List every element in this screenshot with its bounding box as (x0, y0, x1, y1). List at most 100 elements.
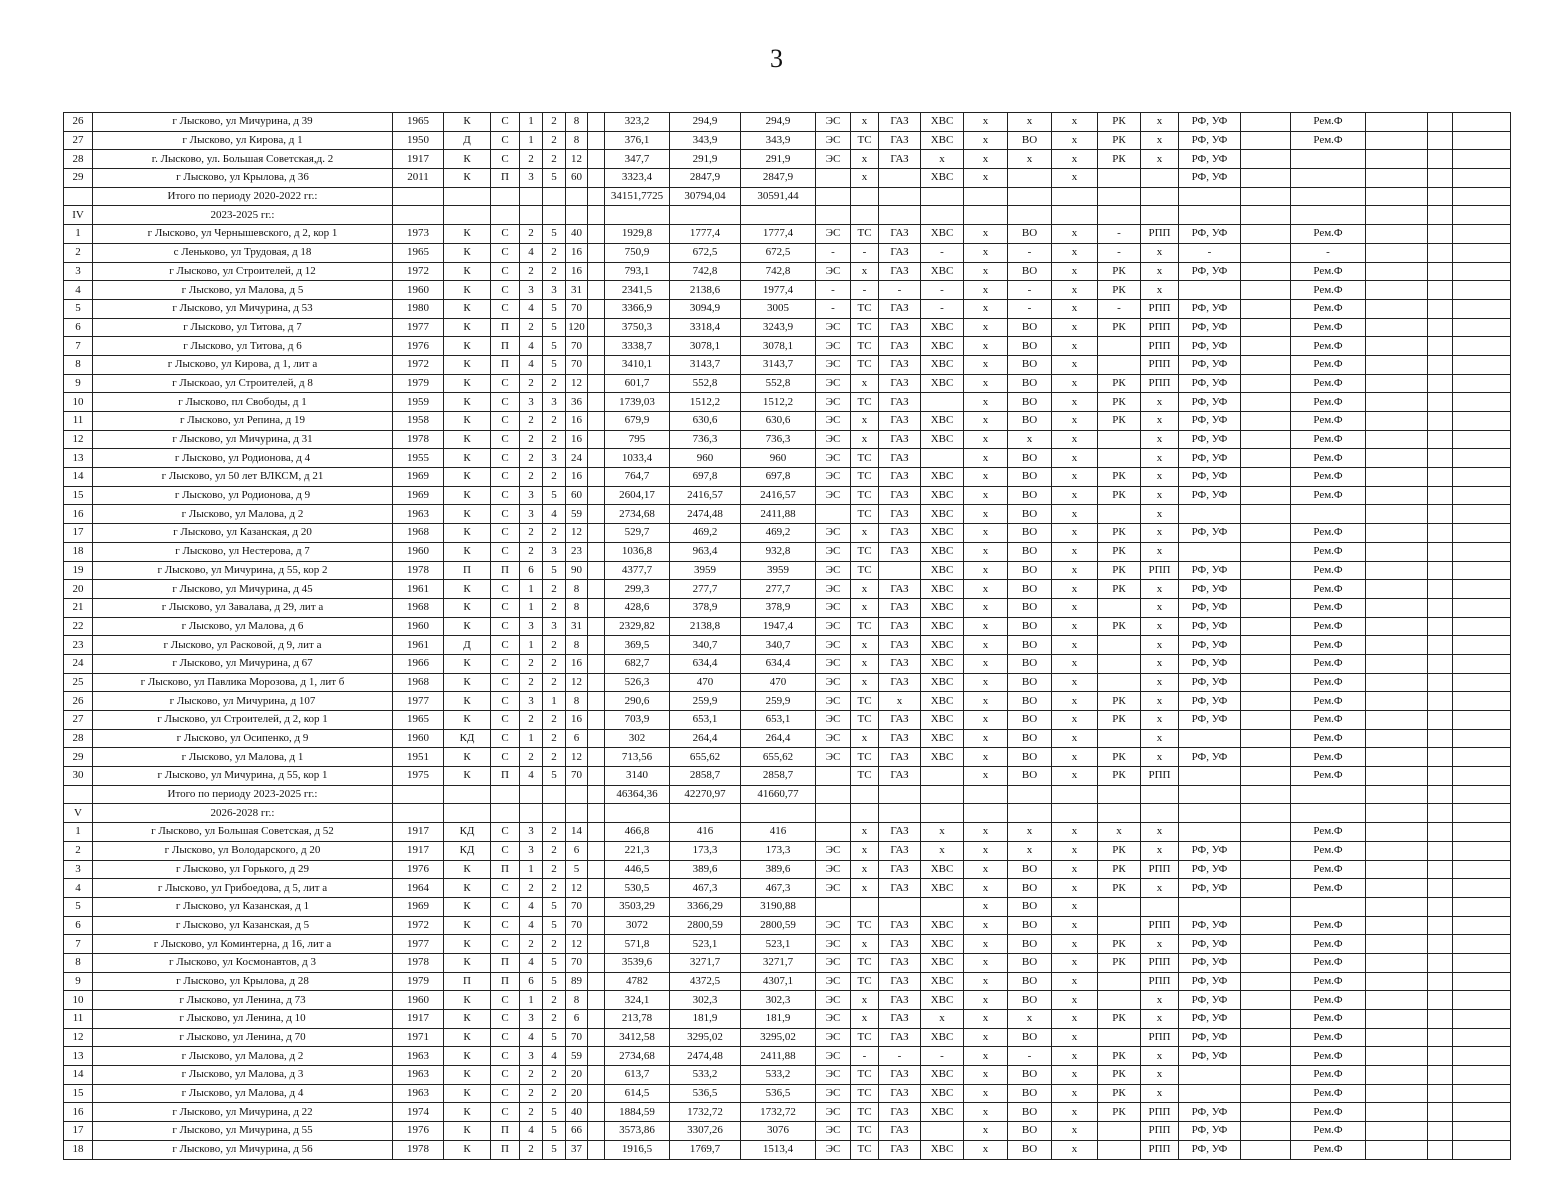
blank-cell (1452, 411, 1511, 431)
col-x2-cell: х (1051, 672, 1098, 693)
wall-type-cell: С (490, 1046, 520, 1067)
floors-cell: 2 (519, 653, 543, 674)
address-cell: г Лысково, ул Мичурина, д 39 (92, 112, 393, 132)
hvs-cell: ХВС (920, 1065, 964, 1085)
rpp-cell: х (1140, 840, 1179, 861)
wall-type-cell: С (490, 896, 520, 917)
col-x1-cell: х (963, 840, 1008, 861)
rf-uf-cell: РФ, УФ (1178, 1027, 1241, 1048)
blank-cell (587, 280, 605, 300)
rf-uf-cell: РФ, УФ (1178, 934, 1241, 954)
rpp-cell: РПП (1140, 1027, 1179, 1048)
es-cell: ЭС (815, 579, 851, 599)
total-area-cell: 299,3 (604, 579, 670, 599)
living-area-cell: 3078,1 (669, 336, 741, 356)
hvs-cell (920, 1121, 964, 1141)
entrances-cell (542, 803, 566, 824)
rk-cell (1097, 504, 1141, 525)
gaz-cell: ГАЗ (878, 1065, 921, 1085)
floors-cell: 2 (519, 710, 543, 730)
wall-type-cell: С (490, 298, 520, 319)
apartments-cell: 8 (565, 990, 588, 1010)
hvs-cell (920, 392, 964, 412)
rpp-cell: х (1140, 822, 1179, 842)
rem-f-cell (1290, 504, 1366, 525)
col-x2-cell: х (1051, 448, 1098, 469)
residential-area-cell: 291,9 (740, 149, 816, 170)
rk-cell: х (1097, 822, 1141, 842)
es-cell: ЭС (815, 1009, 851, 1029)
es-cell: ЭС (815, 373, 851, 394)
table-row: 18 г Лысково, ул Мичурина, д 56 1978 К П 2 5 37… (63, 1139, 1511, 1160)
table-row: 28 г Лысково, ул Осипенко, д 9 1960 КД С 1 2 6 3… (63, 728, 1511, 749)
rpp-cell: РПП (1140, 1102, 1179, 1123)
blank-cell (1452, 205, 1511, 226)
col-x1-cell: х (963, 635, 1008, 655)
hvs-cell (920, 448, 964, 469)
material-cell: К (443, 1065, 491, 1085)
col-x1-cell: х (963, 653, 1008, 674)
row-number-cell: 27 (63, 710, 93, 730)
col-x2-cell: х (1051, 467, 1098, 487)
row-number-cell: 11 (63, 1009, 93, 1029)
floors-cell: 4 (519, 242, 543, 263)
wall-type-cell: С (490, 485, 520, 506)
blank-cell (1427, 915, 1453, 936)
entrances-cell: 5 (542, 317, 566, 338)
entrances-cell: 2 (542, 149, 566, 170)
floors-cell: 3 (519, 504, 543, 525)
blank-cell (587, 896, 605, 917)
total-area-cell: 3338,7 (604, 336, 670, 356)
blank-cell (1240, 541, 1291, 562)
material-cell: К (443, 149, 491, 170)
blank-cell (1240, 691, 1291, 711)
apartments-cell: 20 (565, 1083, 588, 1104)
col-x2-cell: х (1051, 840, 1098, 861)
vo-cell: - (1007, 298, 1052, 319)
vo-cell: - (1007, 242, 1052, 263)
blank-cell (1365, 242, 1428, 263)
living-area-cell: 291,9 (669, 149, 741, 170)
vo-cell: х (1007, 149, 1052, 170)
row-number-cell: 28 (63, 728, 93, 749)
residential-area-cell: 697,8 (740, 467, 816, 487)
address-cell: 2023-2025 гг.: (92, 205, 393, 226)
address-cell: Итого по периоду 2020-2022 гг.: (92, 186, 393, 207)
col-x2-cell: х (1051, 485, 1098, 506)
col-x2-cell: х (1051, 168, 1098, 188)
floors-cell: 2 (519, 429, 543, 450)
material-cell: К (443, 242, 491, 263)
blank-cell (587, 653, 605, 674)
es-cell: ЭС (815, 747, 851, 768)
blank-cell (587, 616, 605, 637)
ts-cell: ТС (850, 317, 879, 338)
gaz-cell (878, 896, 921, 917)
blank-cell (1427, 354, 1453, 375)
hvs-cell: ХВС (920, 1083, 964, 1104)
blank-cell (1365, 298, 1428, 319)
address-cell: г Лысково, ул 50 лет ВЛКСМ, д 21 (92, 467, 393, 487)
address-cell: г Лысково, ул Мичурина, д 55, кор 1 (92, 766, 393, 786)
rem-f-cell: Рем.Ф (1290, 429, 1366, 450)
col-x1-cell (963, 784, 1008, 805)
row-number-cell: 20 (63, 579, 93, 599)
rf-uf-cell: РФ, УФ (1178, 840, 1241, 861)
year-built-cell: 1965 (392, 242, 444, 263)
material-cell: К (443, 952, 491, 973)
rf-uf-cell: РФ, УФ (1178, 915, 1241, 936)
year-built-cell: 1951 (392, 747, 444, 768)
blank-cell (587, 803, 605, 824)
entrances-cell: 5 (542, 485, 566, 506)
wall-type-cell: П (490, 354, 520, 375)
es-cell (815, 896, 851, 917)
living-area-cell: 3959 (669, 560, 741, 581)
ts-cell: ТС (850, 354, 879, 375)
ts-cell: х (850, 728, 879, 749)
rem-f-cell: Рем.Ф (1290, 298, 1366, 319)
blank-cell (587, 354, 605, 375)
hvs-cell: ХВС (920, 597, 964, 618)
year-built-cell: 1961 (392, 635, 444, 655)
apartments-cell: 6 (565, 1009, 588, 1029)
